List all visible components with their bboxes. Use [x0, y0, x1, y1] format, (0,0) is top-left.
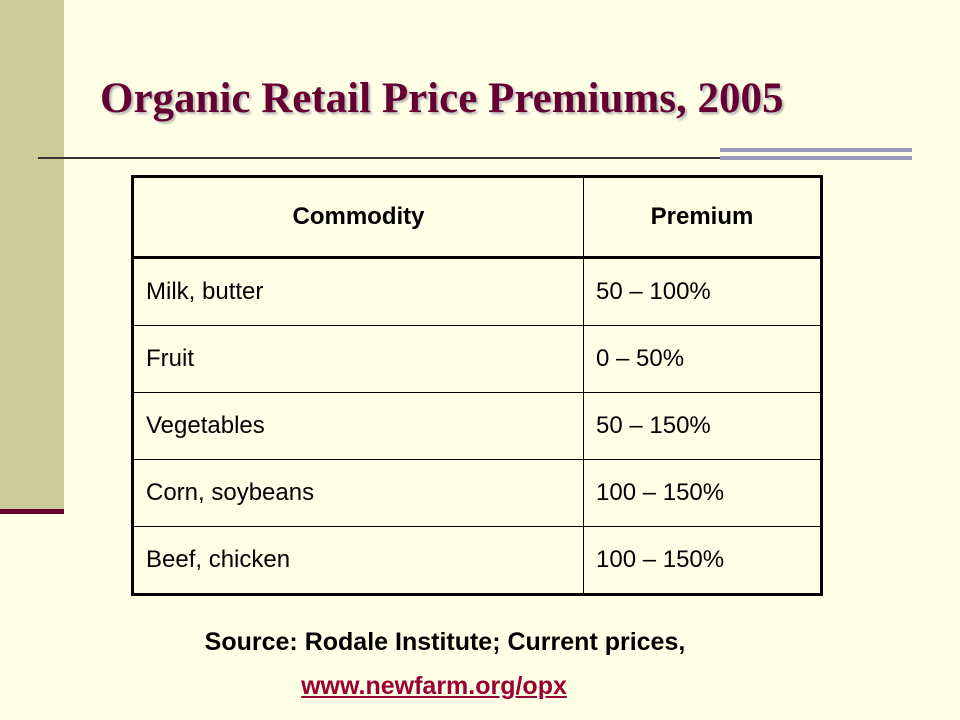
source-link[interactable]: www.newfarm.org/opx: [301, 672, 567, 700]
premium-cell: 100 – 150%: [583, 459, 822, 527]
title-divider: [38, 157, 912, 159]
title-divider-accent: [720, 148, 912, 163]
commodity-cell: Vegetables: [132, 392, 584, 460]
commodity-cell: Fruit: [132, 325, 584, 393]
column-header-premium: Premium: [583, 176, 822, 259]
commodity-cell: Milk, butter: [132, 257, 584, 326]
premium-cell: 50 – 100%: [583, 257, 822, 326]
slide-title: Organic Retail Price Premiums, 2005: [100, 75, 784, 122]
source-link-line: www.newfarm.org/opx: [0, 672, 868, 701]
price-premium-table: Commodity Premium Milk, butter 50 – 100%…: [131, 175, 823, 596]
table-row: Fruit 0 – 50%: [132, 325, 822, 393]
left-bar-accent-line: [0, 509, 64, 514]
left-decorative-bar: [0, 0, 64, 511]
premium-cell: 0 – 50%: [583, 325, 822, 393]
table-row: Vegetables 50 – 150%: [132, 392, 822, 460]
table-row: Milk, butter 50 – 100%: [132, 257, 822, 326]
table-row: Corn, soybeans 100 – 150%: [132, 459, 822, 527]
table-row: Beef, chicken 100 – 150%: [132, 526, 822, 595]
column-header-commodity: Commodity: [132, 176, 584, 259]
commodity-cell: Corn, soybeans: [132, 459, 584, 527]
commodity-cell: Beef, chicken: [132, 526, 584, 595]
premium-cell: 100 – 150%: [583, 526, 822, 595]
source-citation: Source: Rodale Institute; Current prices…: [204, 628, 686, 656]
premium-cell: 50 – 150%: [583, 392, 822, 460]
table-header-row: Commodity Premium: [132, 176, 822, 259]
